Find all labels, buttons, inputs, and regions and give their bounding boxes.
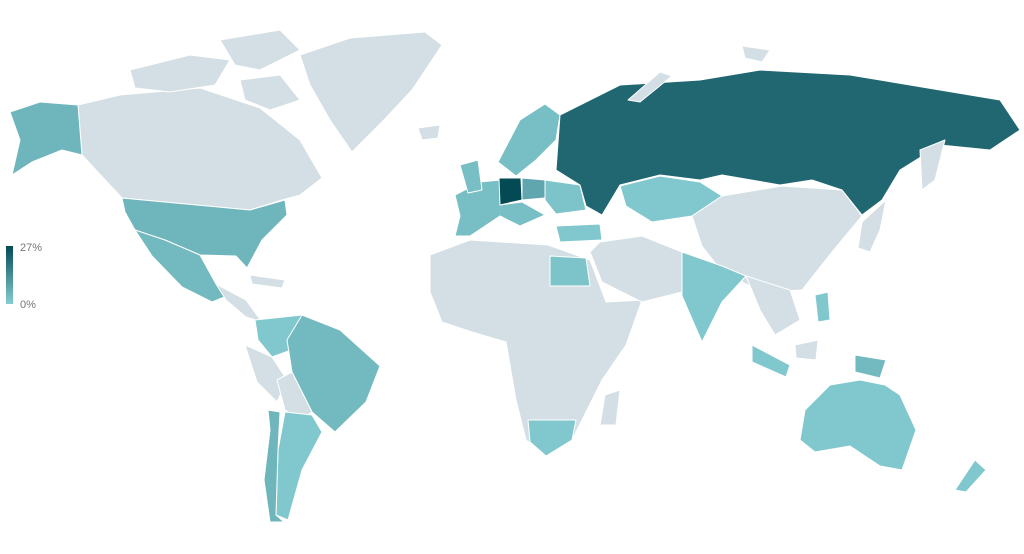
- region-egypt[interactable]: [549, 255, 591, 287]
- region-arctic-islands-1[interactable]: [129, 54, 231, 93]
- region-iceland[interactable]: [417, 124, 441, 141]
- region-alaska[interactable]: [9, 101, 83, 176]
- region-greenland[interactable]: [299, 31, 443, 153]
- region-central-america[interactable]: [215, 283, 263, 323]
- region-uk[interactable]: [459, 159, 483, 194]
- region-indonesia-2[interactable]: [794, 339, 819, 361]
- region-turkey[interactable]: [555, 223, 603, 243]
- legend-max-label: 27%: [20, 242, 43, 254]
- region-brazil[interactable]: [286, 314, 381, 433]
- region-madagascar[interactable]: [599, 389, 621, 426]
- color-legend: 27% 0%: [6, 242, 66, 312]
- region-india[interactable]: [681, 251, 747, 343]
- region-kamchatka[interactable]: [919, 139, 946, 191]
- region-eastern-europe[interactable]: [544, 179, 587, 215]
- region-poland[interactable]: [521, 177, 546, 201]
- region-western-europe[interactable]: [454, 179, 546, 237]
- region-caribbean[interactable]: [249, 274, 286, 289]
- region-arctic-islands-2[interactable]: [219, 29, 301, 71]
- region-usa[interactable]: [121, 197, 288, 269]
- region-south-africa[interactable]: [527, 419, 577, 457]
- region-australia[interactable]: [799, 379, 917, 471]
- region-canada[interactable]: [77, 87, 323, 211]
- region-arctic-islands-3[interactable]: [239, 74, 301, 111]
- region-russia-islands[interactable]: [741, 45, 771, 63]
- legend-min-label: 0%: [20, 299, 36, 311]
- region-philippines[interactable]: [814, 291, 831, 323]
- region-papua[interactable]: [854, 354, 887, 379]
- region-scandinavia[interactable]: [497, 103, 561, 177]
- region-germany[interactable]: [498, 177, 523, 206]
- region-novaya-zemlya[interactable]: [627, 71, 673, 103]
- legend-gradient-bar: [6, 246, 13, 304]
- region-russia[interactable]: [555, 69, 1021, 216]
- region-japan[interactable]: [857, 199, 887, 253]
- region-new-zealand[interactable]: [954, 459, 987, 493]
- region-chile[interactable]: [263, 409, 285, 523]
- region-argentina[interactable]: [275, 411, 323, 521]
- region-indonesia[interactable]: [751, 344, 791, 378]
- region-se-asia[interactable]: [745, 275, 801, 336]
- region-middle-east[interactable]: [589, 235, 683, 303]
